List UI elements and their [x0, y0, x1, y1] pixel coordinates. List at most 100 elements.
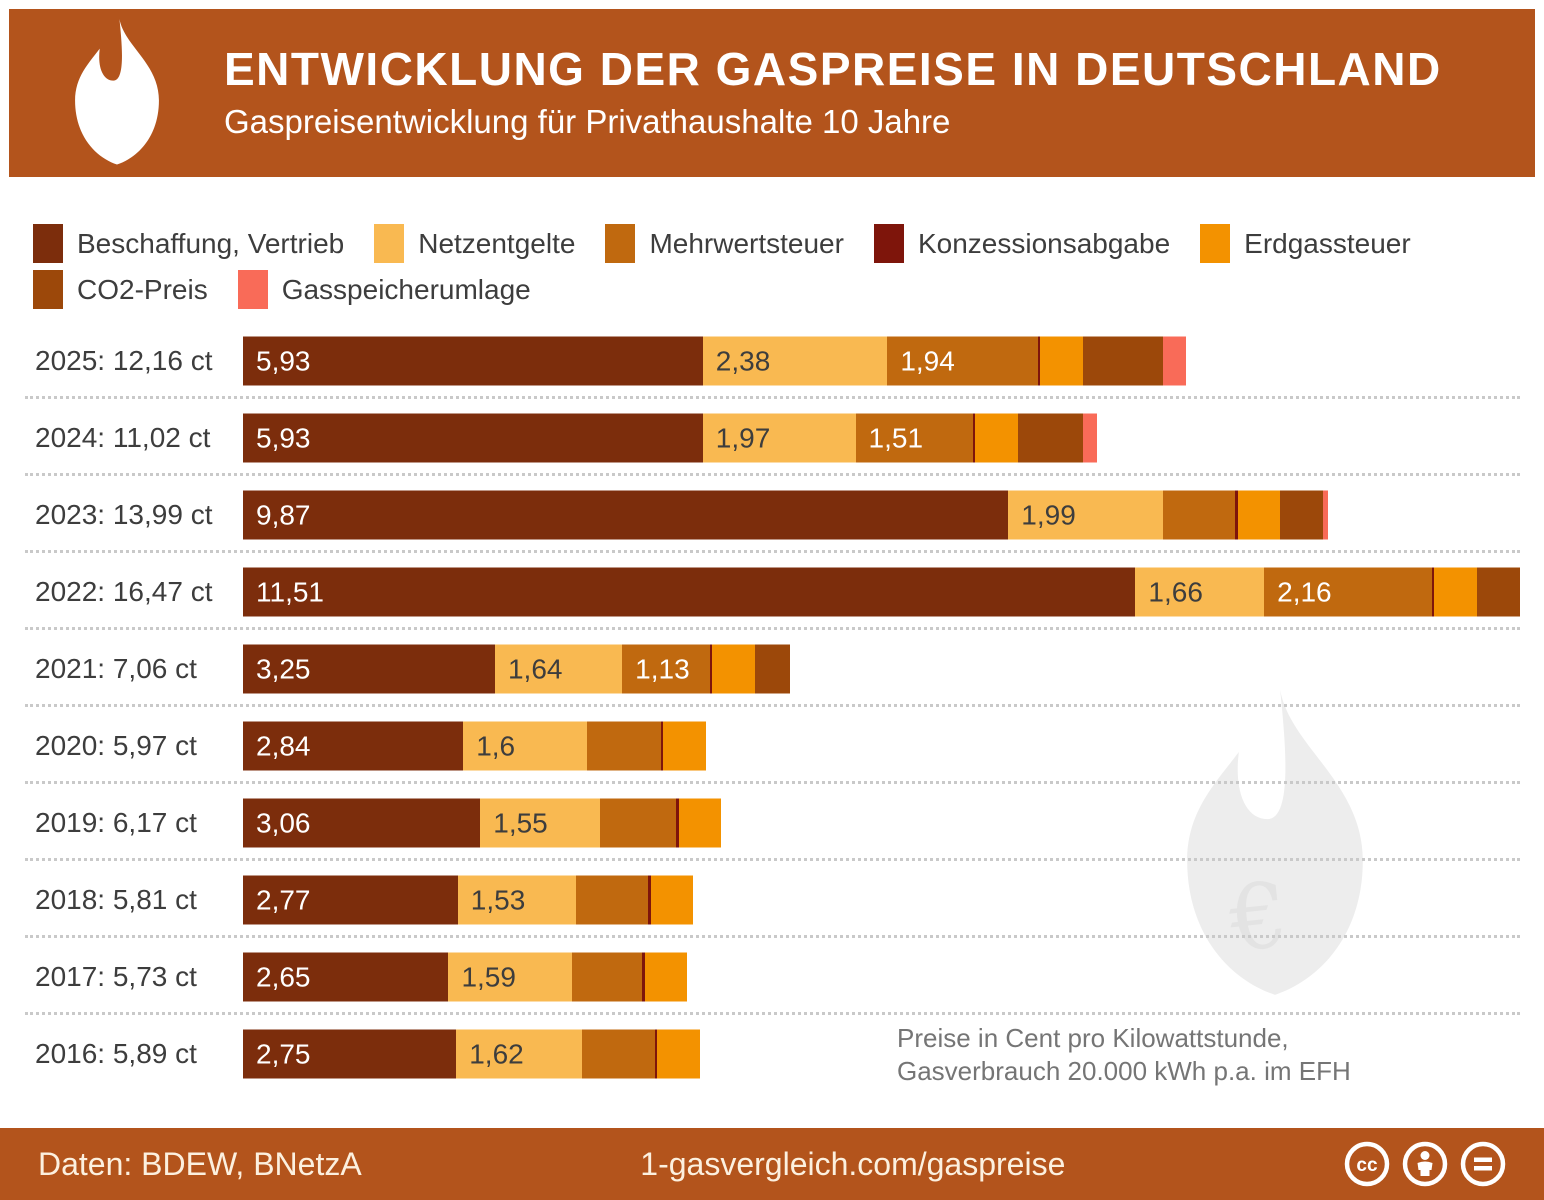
bar-track: 2,84 1,6 [243, 721, 1520, 770]
bar-segment-beschaffung-vertrieb: 3,06 [243, 798, 481, 847]
bar-segment-beschaffung-vertrieb: 9,87 [243, 490, 1009, 539]
bar-segment-konzessionsabgabe [972, 413, 975, 462]
chart-row: 2020: 5,97 ct 2,84 1,6 [0, 707, 1544, 784]
bar-segment-konzessionsabgabe [1037, 336, 1041, 385]
bar-segment-beschaffung-vertrieb: 3,25 [243, 644, 495, 693]
bar-segment-gasspeicherumlage [1082, 413, 1098, 462]
row-year-label: 2021: 7,06 ct [35, 652, 197, 684]
license-badges: cc [1344, 1141, 1506, 1187]
bar-segment-netzentgelte: 1,55 [480, 798, 601, 847]
cc-by-person-icon [1402, 1141, 1448, 1187]
bar-segment-erdgassteuer [712, 644, 755, 693]
svg-text:cc: cc [1356, 1155, 1378, 1176]
legend-swatch [1200, 224, 1231, 263]
data-source-label: Daten: BDEW, BNetzA [38, 1145, 362, 1182]
bar-value-label: 1,53 [470, 884, 526, 915]
chart-row: 2017: 5,73 ct 2,65 1,59 [0, 938, 1544, 1015]
bar-value-label: 5,93 [256, 422, 311, 453]
chart-row: 2025: 12,16 ct 5,93 2,38 1,94 [0, 322, 1544, 399]
row-year-label: 2023: 13,99 ct [35, 498, 213, 530]
legend-item: Gasspeicherumlage [237, 270, 531, 309]
bar-segment-netzentgelte: 1,97 [702, 413, 856, 462]
legend-label: Gasspeicherumlage [281, 273, 531, 305]
bar-value-label: 2,38 [715, 345, 771, 376]
chart-note-line2: Gasverbrauch 20.000 kWh p.a. im EFH [897, 1056, 1351, 1087]
legend-row: Beschaffung, Vertrieb Netzentgelte Mehrwer… [33, 224, 1524, 263]
bar-segment-netzentgelte: 1,62 [456, 1029, 582, 1078]
bar-segment-netzentgelte: 2,38 [702, 336, 888, 385]
row-year-label: 2022: 16,47 ct [35, 575, 213, 607]
bar-value-label: 11,51 [256, 576, 324, 607]
bar-segment-mehrwertsteuer: 2,16 [1264, 567, 1432, 616]
row-year-label: 2018: 5,81 ct [35, 883, 197, 915]
bar-segment-mehrwertsteuer [1162, 490, 1236, 539]
footer: Daten: BDEW, BNetzA 1-gasvergleich.com/g… [0, 1128, 1544, 1200]
row-year-label: 2019: 6,17 ct [35, 806, 197, 838]
cc-nd-equals-icon [1460, 1141, 1506, 1187]
bar-track: 11,51 1,66 2,16 [243, 567, 1520, 616]
row-year-label: 2020: 5,97 ct [35, 729, 197, 761]
bar-segment-gasspeicherumlage [1323, 490, 1328, 539]
bar-value-label: 2,75 [256, 1038, 311, 1069]
bar-segment-netzentgelte: 1,53 [457, 875, 577, 924]
bar-segment-konzessionsabgabe [642, 952, 645, 1001]
legend-item: Netzentgelte [374, 224, 575, 263]
row-year-label: 2016: 5,89 ct [35, 1037, 197, 1069]
bar-value-label: 1,6 [476, 730, 516, 761]
legend-label: Beschaffung, Vertrieb [77, 227, 345, 259]
legend-item: CO2-Preis [33, 270, 208, 309]
cc-icon: cc [1344, 1141, 1390, 1187]
legend-row: CO2-Preis Gasspeicherumlage [33, 270, 1524, 309]
legend-item: Mehrwertsteuer [605, 224, 844, 263]
bar-value-label: 1,66 [1148, 576, 1203, 607]
legend-swatch [237, 270, 268, 309]
bar-value-label: 2,84 [256, 730, 311, 761]
legend-item: Konzessionsabgabe [873, 224, 1170, 263]
bar-segment-erdgassteuer [657, 1029, 700, 1078]
bar-segment-beschaffung-vertrieb: 11,51 [243, 567, 1136, 616]
bar-segment-erdgassteuer [1040, 336, 1083, 385]
legend-swatch [33, 270, 63, 309]
bar-segment-konzessionsabgabe [709, 644, 713, 693]
bar-segment-mehrwertsteuer [600, 798, 677, 847]
bar-segment-beschaffung-vertrieb: 5,93 [243, 336, 703, 385]
bar-value-label: 1,94 [900, 345, 955, 376]
legend-swatch [605, 224, 636, 263]
legend-swatch [374, 224, 405, 263]
bar-segment-erdgassteuer [663, 721, 706, 770]
bar-segment-mehrwertsteuer [581, 1029, 655, 1078]
bar-segment-erdgassteuer [644, 952, 688, 1001]
bar-segment-erdgassteuer [1237, 490, 1281, 539]
bar-track: 5,93 1,97 1,51 [243, 413, 1520, 462]
flame-logo-icon [9, 19, 224, 167]
bar-segment-konzessionsabgabe [660, 721, 664, 770]
bar-segment-konzessionsabgabe [1431, 567, 1434, 616]
bar-segment-co2-preis [1082, 336, 1164, 385]
bar-segment-mehrwertsteuer: 1,94 [887, 336, 1038, 385]
bar-segment-erdgassteuer [678, 798, 722, 847]
bar-segment-netzentgelte: 1,6 [463, 721, 588, 770]
bar-segment-mehrwertsteuer [587, 721, 661, 770]
bar-value-label: 5,93 [256, 345, 311, 376]
row-year-label: 2025: 12,16 ct [35, 344, 213, 376]
bar-value-label: 9,87 [256, 499, 311, 530]
website-url[interactable]: 1-gasvergleich.com/gaspreise [640, 1145, 1066, 1182]
bar-segment-netzentgelte: 1,64 [494, 644, 623, 693]
bar-value-label: 1,97 [715, 422, 771, 453]
bar-value-label: 1,99 [1021, 499, 1076, 530]
bar-segment-konzessionsabgabe [648, 875, 651, 924]
header-titles: ENTWICKLUNG DER GASPREISE IN DEUTSCHLAND… [224, 45, 1535, 141]
bar-segment-beschaffung-vertrieb: 2,77 [243, 875, 458, 924]
bar-segment-beschaffung-vertrieb: 2,75 [243, 1029, 457, 1078]
legend-label: Erdgassteuer [1244, 227, 1411, 259]
chart-row: 2016: 5,89 ct 2,75 1,62 [0, 1015, 1544, 1092]
chart-row: 2024: 11,02 ct 5,93 1,97 1,51 [0, 399, 1544, 476]
bar-segment-beschaffung-vertrieb: 5,93 [243, 413, 703, 462]
chart-row: 2019: 6,17 ct 3,06 1,55 [0, 784, 1544, 861]
chart-note-line1: Preise in Cent pro Kilowattstunde, [897, 1023, 1289, 1053]
chart-rows: 2025: 12,16 ct 5,93 2,38 1,94 2024: 11,02 ct… [0, 322, 1544, 1092]
page-title: ENTWICKLUNG DER GASPREISE IN DEUTSCHLAND [224, 42, 1442, 95]
page-subtitle: Gaspreisentwicklung für Privathaushalte … [224, 103, 951, 141]
bar-value-label: 1,64 [507, 653, 563, 684]
bar-track: 2,75 1,62 [243, 1029, 1520, 1078]
